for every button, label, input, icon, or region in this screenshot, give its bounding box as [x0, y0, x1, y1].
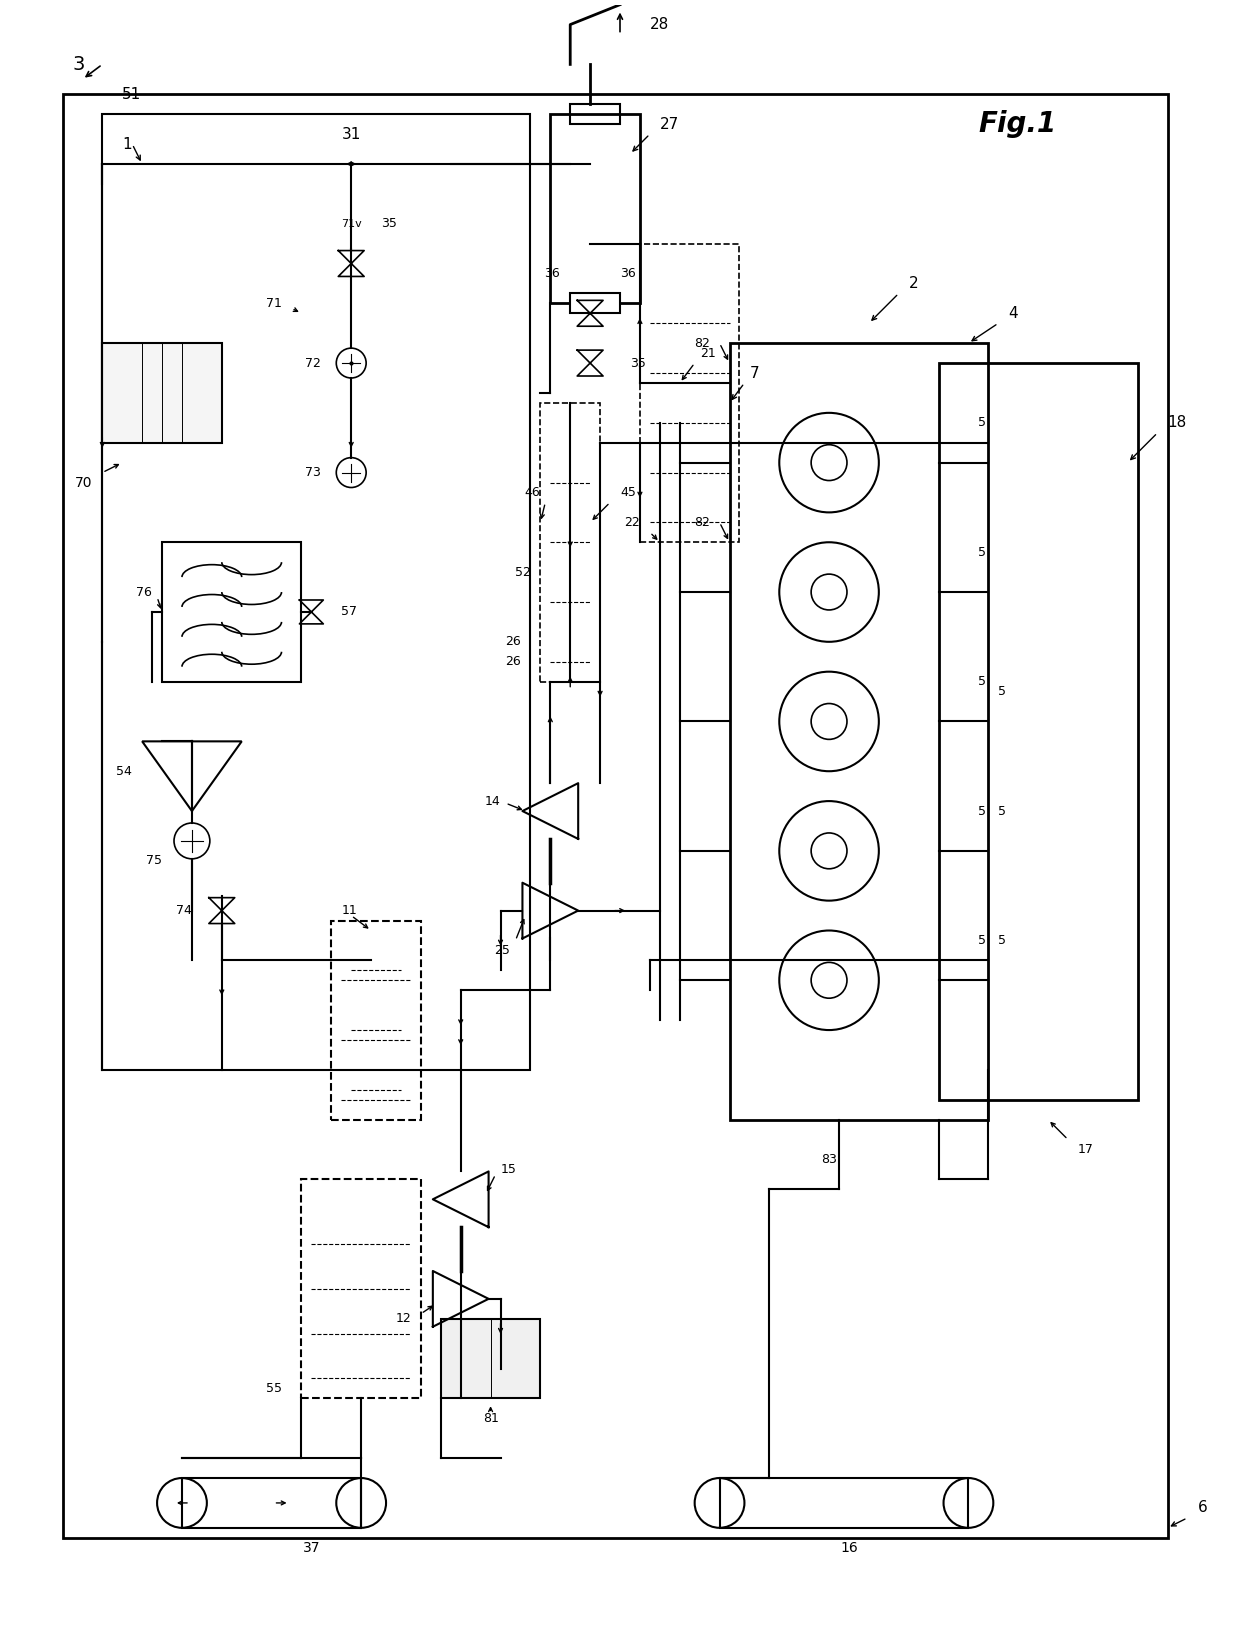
Text: 45: 45 — [620, 486, 636, 499]
Text: 14: 14 — [485, 795, 501, 808]
Text: 3: 3 — [72, 54, 84, 74]
Bar — [729, 343, 988, 1120]
Text: 5: 5 — [978, 934, 986, 947]
Bar — [570, 103, 620, 125]
Text: 5: 5 — [998, 805, 1007, 818]
Text: 75: 75 — [146, 854, 162, 867]
Text: 5: 5 — [998, 934, 1007, 947]
Text: 35: 35 — [630, 356, 646, 369]
Bar — [331, 921, 420, 1120]
Text: 35: 35 — [381, 217, 397, 230]
Text: 2: 2 — [909, 276, 919, 291]
Text: 72: 72 — [305, 356, 321, 369]
Bar — [182, 1478, 361, 1527]
Text: 5: 5 — [978, 675, 986, 688]
Text: 52: 52 — [515, 565, 531, 578]
Text: 6: 6 — [1198, 1501, 1208, 1516]
Text: 26: 26 — [505, 655, 521, 668]
Bar — [301, 1179, 420, 1399]
Bar — [440, 1319, 541, 1399]
Text: 31: 31 — [341, 126, 361, 141]
Text: 25: 25 — [495, 944, 511, 957]
Bar — [570, 294, 620, 314]
Text: 82: 82 — [693, 516, 709, 529]
Text: 7: 7 — [749, 366, 759, 381]
Text: 36: 36 — [620, 268, 636, 281]
Text: 57: 57 — [341, 606, 357, 619]
Text: 71: 71 — [265, 297, 281, 310]
Text: 82: 82 — [693, 337, 709, 350]
Text: 36: 36 — [544, 268, 560, 281]
Text: 21: 21 — [699, 346, 715, 360]
Text: 18: 18 — [1168, 415, 1187, 430]
Text: Fig.1: Fig.1 — [978, 110, 1056, 138]
Text: 12: 12 — [396, 1312, 410, 1325]
Text: 70: 70 — [74, 476, 92, 489]
Text: 71v: 71v — [341, 218, 362, 228]
Bar — [62, 94, 1168, 1539]
Text: 5: 5 — [978, 417, 986, 429]
Text: 46: 46 — [525, 486, 541, 499]
Text: 76: 76 — [136, 586, 153, 599]
Text: 26: 26 — [505, 635, 521, 649]
Text: 5: 5 — [998, 685, 1007, 698]
Text: 27: 27 — [660, 117, 680, 131]
Bar — [103, 343, 222, 443]
Text: 54: 54 — [117, 765, 133, 778]
Bar — [103, 115, 531, 1071]
Text: 22: 22 — [624, 516, 640, 529]
Text: 5: 5 — [978, 545, 986, 558]
Bar — [939, 363, 1137, 1100]
Text: 51: 51 — [123, 87, 141, 102]
Bar — [640, 243, 739, 542]
Text: 28: 28 — [650, 16, 670, 33]
Text: 1: 1 — [123, 136, 131, 151]
Text: 15: 15 — [501, 1163, 516, 1176]
Text: 11: 11 — [341, 905, 357, 918]
Text: 83: 83 — [821, 1153, 837, 1166]
Text: 17: 17 — [1078, 1143, 1094, 1156]
Text: 16: 16 — [839, 1540, 858, 1555]
Text: 4: 4 — [1008, 305, 1018, 320]
Bar — [551, 115, 640, 304]
Text: 5: 5 — [978, 805, 986, 818]
Text: 37: 37 — [303, 1540, 320, 1555]
Text: 74: 74 — [176, 905, 192, 918]
Bar — [541, 402, 600, 681]
Bar — [719, 1478, 968, 1527]
Text: 55: 55 — [265, 1383, 281, 1396]
Text: 73: 73 — [305, 466, 321, 479]
Text: 81: 81 — [482, 1412, 498, 1425]
Bar — [162, 542, 301, 681]
